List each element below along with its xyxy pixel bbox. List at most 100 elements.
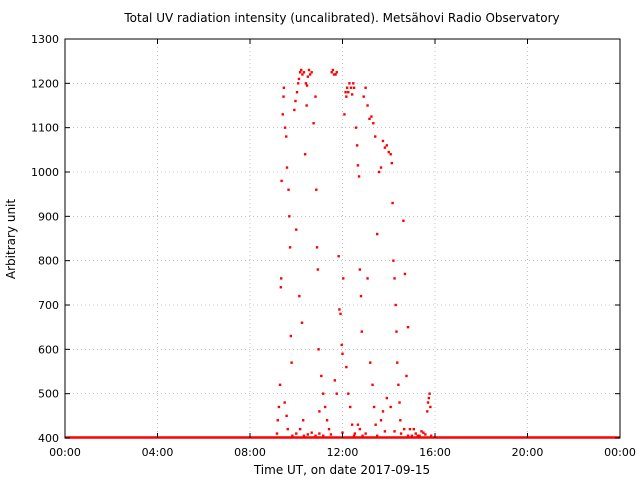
- data-point: [395, 330, 398, 333]
- data-point: [301, 73, 304, 76]
- data-point: [316, 268, 320, 271]
- data-point: [345, 86, 349, 89]
- data-point: [285, 414, 288, 418]
- data-point: [372, 405, 376, 409]
- data-point: [280, 277, 283, 280]
- data-point: [402, 219, 405, 222]
- data-point: [335, 71, 338, 74]
- data-point: [416, 434, 419, 437]
- data-point: [426, 410, 429, 413]
- y-tick-label: 800: [38, 255, 59, 268]
- x-axis-label: Time UT, on date 2017-09-15: [253, 463, 430, 477]
- data-point: [285, 166, 289, 169]
- data-point: [283, 401, 286, 404]
- data-point: [318, 410, 321, 413]
- data-point: [355, 144, 359, 147]
- data-point: [334, 73, 337, 76]
- data-point: [330, 71, 333, 74]
- data-point: [302, 71, 306, 74]
- data-point: [375, 434, 379, 437]
- data-point: [275, 432, 279, 435]
- data-point: [301, 419, 305, 422]
- data-point: [298, 71, 302, 74]
- data-point: [370, 115, 373, 118]
- data-point: [366, 277, 369, 280]
- data-point: [361, 434, 364, 437]
- data-point: [362, 95, 365, 98]
- data-point: [352, 86, 356, 89]
- data-point: [389, 153, 392, 156]
- x-tick-label: 00:00: [604, 446, 636, 459]
- data-point: [412, 427, 416, 431]
- data-point: [277, 405, 281, 409]
- data-point: [357, 175, 361, 178]
- data-point: [345, 95, 348, 98]
- data-point: [286, 427, 289, 431]
- data-point: [364, 86, 367, 89]
- data-point: [341, 352, 344, 355]
- data-point: [304, 82, 308, 85]
- data-point: [393, 277, 396, 280]
- data-point: [288, 215, 291, 218]
- data-point: [375, 232, 379, 236]
- data-point: [340, 343, 343, 347]
- data-point: [350, 93, 354, 96]
- data-point: [379, 166, 383, 169]
- data-point: [356, 423, 360, 426]
- data-point: [381, 410, 385, 413]
- data-point: [377, 170, 381, 174]
- data-point: [381, 139, 385, 143]
- data-point: [347, 392, 350, 395]
- data-point: [297, 77, 301, 81]
- data-point: [403, 272, 407, 276]
- data-point: [399, 419, 402, 422]
- data-point: [305, 104, 308, 107]
- data-point: [402, 427, 406, 431]
- data-point: [294, 99, 297, 103]
- data-point: [379, 419, 383, 422]
- data-point: [288, 246, 292, 249]
- x-tick-label: 12:00: [327, 446, 359, 459]
- data-point: [358, 268, 362, 271]
- data-point: [352, 434, 356, 437]
- data-point: [276, 419, 279, 422]
- data-point: [364, 432, 367, 435]
- data-point: [349, 86, 353, 89]
- data-point: [323, 405, 327, 409]
- data-point: [391, 201, 394, 205]
- data-point: [290, 361, 293, 364]
- y-axis-ticks: 400 500 600 700 800 900 1000 1100 1200 1300: [31, 33, 620, 445]
- y-tick-label: 1000: [31, 166, 59, 179]
- data-point: [343, 113, 346, 116]
- data-point: [342, 277, 345, 280]
- data-point: [341, 431, 344, 434]
- data-point: [298, 427, 302, 431]
- x-tick-label: 04:00: [142, 446, 174, 459]
- data-point: [350, 423, 354, 426]
- data-point: [281, 113, 284, 116]
- data-point: [289, 334, 293, 338]
- y-tick-label: 1200: [31, 77, 59, 90]
- data-point: [424, 433, 427, 436]
- data-point: [329, 433, 333, 436]
- data-point: [315, 188, 318, 191]
- data-point: [280, 179, 283, 183]
- y-axis-label: Arbitrary unit: [4, 199, 18, 279]
- data-point: [293, 108, 296, 112]
- data-point: [295, 432, 298, 435]
- data-point: [287, 188, 290, 191]
- data-point: [338, 308, 341, 311]
- data-point: [392, 259, 395, 262]
- data-point: [369, 361, 372, 364]
- data-point: [322, 392, 325, 395]
- data-points: [275, 68, 433, 437]
- data-point: [352, 82, 355, 85]
- data-point: [305, 84, 309, 87]
- data-point: [371, 383, 374, 386]
- data-point: [285, 135, 288, 138]
- data-point: [420, 430, 423, 433]
- data-point: [394, 303, 397, 307]
- data-point: [314, 95, 317, 98]
- data-point: [310, 431, 313, 434]
